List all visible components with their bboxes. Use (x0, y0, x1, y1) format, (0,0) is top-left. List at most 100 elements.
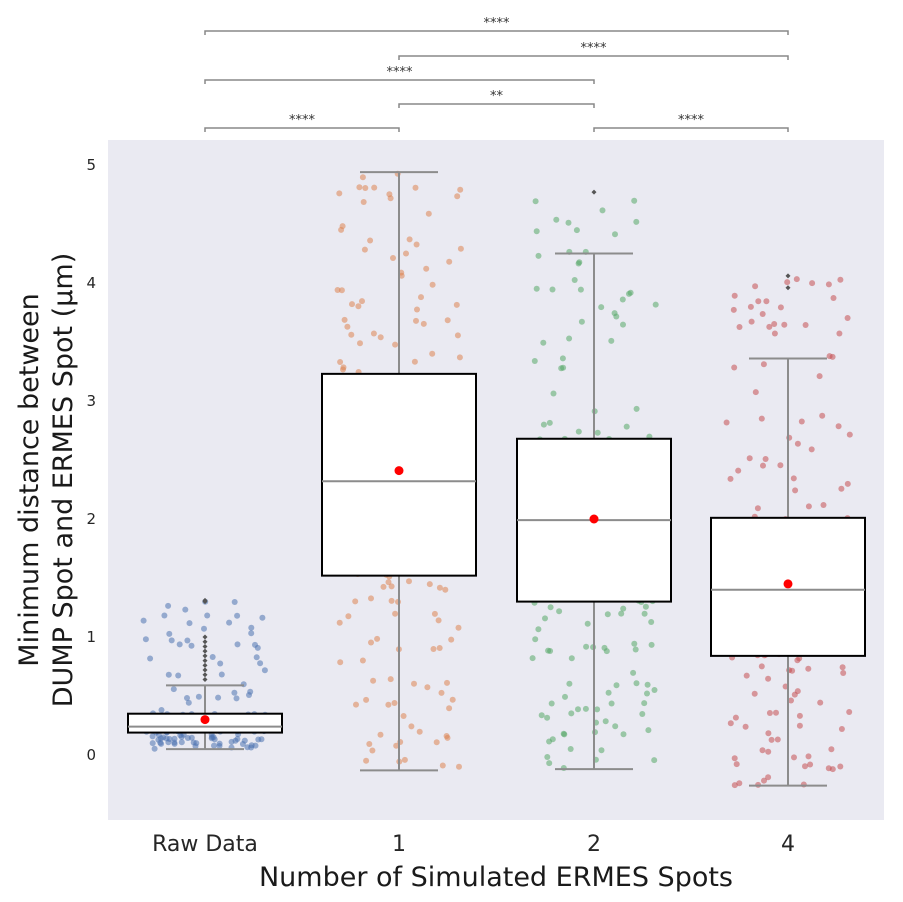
data-point (531, 358, 538, 364)
data-point (735, 467, 742, 474)
significance-label: **** (678, 113, 705, 128)
data-point (805, 503, 812, 510)
data-point (248, 624, 255, 631)
data-point (400, 713, 407, 719)
data-point (388, 583, 395, 590)
data-point (733, 761, 740, 768)
data-point (752, 389, 759, 396)
data-point (633, 405, 640, 412)
data-point (436, 584, 443, 591)
data-point (433, 739, 440, 746)
data-point (369, 747, 376, 754)
data-point (178, 739, 185, 746)
data-point (209, 654, 216, 660)
data-point (802, 763, 808, 770)
data-point (439, 762, 446, 769)
data-point (781, 321, 788, 328)
data-point (540, 421, 547, 428)
data-point (431, 610, 438, 617)
data-point (840, 670, 847, 676)
data-point (234, 641, 241, 648)
data-point (385, 579, 392, 586)
data-point (566, 680, 573, 687)
data-point (577, 286, 584, 293)
data-point (533, 228, 540, 235)
data-point (846, 431, 853, 438)
outlier (591, 189, 597, 195)
bracket-line (398, 55, 789, 60)
data-point (436, 645, 443, 651)
data-point (571, 277, 578, 283)
data-point (594, 429, 601, 436)
data-point (575, 706, 581, 713)
significance-label: **** (484, 16, 511, 31)
data-point (602, 718, 609, 725)
data-point (771, 330, 778, 337)
data-point (732, 714, 739, 721)
data-point (204, 612, 211, 619)
data-point (631, 640, 638, 647)
data-point (338, 287, 345, 294)
data-point (582, 705, 589, 712)
data-point (359, 298, 365, 305)
data-point (754, 505, 761, 512)
significance-label: **** (387, 65, 414, 80)
data-point (366, 741, 373, 747)
data-point (444, 317, 451, 324)
y-tick-label: 0 (86, 746, 96, 764)
data-point (367, 237, 374, 244)
data-point (411, 680, 417, 687)
data-point (195, 693, 202, 700)
data-point (619, 296, 626, 303)
data-point (820, 502, 827, 508)
data-point (642, 603, 649, 610)
data-point (535, 626, 542, 633)
data-point (773, 709, 779, 716)
data-point (248, 630, 255, 637)
data-point (763, 298, 770, 305)
data-point (344, 323, 351, 330)
data-point (449, 696, 456, 703)
significance-bracket: **** (204, 113, 400, 132)
data-point (359, 657, 366, 664)
x-tick-label: 2 (587, 832, 601, 857)
bracket-line (204, 79, 595, 84)
data-point (457, 186, 464, 193)
data-point (633, 218, 640, 225)
data-point (746, 455, 753, 462)
data-point (163, 735, 170, 742)
data-point (175, 672, 182, 679)
data-point (454, 332, 461, 339)
data-point (560, 364, 567, 371)
data-point (455, 624, 462, 631)
outlier (202, 672, 208, 678)
data-point (218, 671, 225, 678)
data-point (412, 184, 419, 191)
data-point (583, 643, 590, 650)
data-point (345, 613, 352, 620)
y-axis-ticks: 0 1 2 3 4 5 (86, 156, 96, 764)
x-tick-label: 4 (781, 832, 795, 857)
data-point (182, 606, 189, 613)
significance-brackets: **** ****************** (204, 16, 789, 132)
data-point (149, 733, 156, 740)
data-point (341, 316, 348, 323)
data-point (231, 599, 238, 605)
data-point (644, 690, 650, 697)
data-point (442, 586, 449, 593)
data-point (825, 281, 832, 288)
data-point (731, 292, 738, 299)
data-point (644, 681, 651, 688)
data-point (340, 364, 347, 371)
data-point (613, 682, 620, 689)
data-point (393, 742, 400, 749)
data-point (448, 636, 455, 643)
data-point (736, 780, 743, 787)
data-point (392, 610, 399, 617)
data-point (817, 699, 824, 706)
data-point (171, 739, 178, 746)
data-point (838, 726, 845, 732)
data-point (457, 245, 464, 252)
data-point (594, 706, 601, 713)
